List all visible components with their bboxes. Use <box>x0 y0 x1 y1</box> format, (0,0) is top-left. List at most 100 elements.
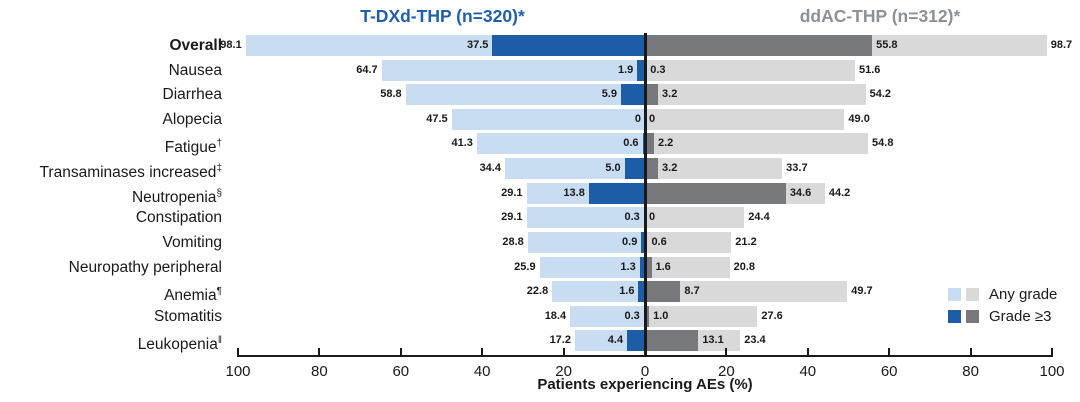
bar-right-any-grade <box>645 305 758 327</box>
category-labels: Overall Nausea Diarrhea Alopecia Fatigue† Tra… <box>0 33 222 355</box>
category-label: Nausea <box>168 61 222 79</box>
bar-left-any-grade <box>476 133 645 155</box>
bar-right-grade3 <box>645 182 786 204</box>
bar-left-grade3 <box>588 182 645 204</box>
bar-right-any-grade <box>645 281 848 303</box>
value-left-grade3: 0 <box>634 112 641 125</box>
value-right-any-grade: 98.7 <box>1050 39 1073 51</box>
bar-right-grade3 <box>645 256 652 278</box>
value-left-any-grade: 29.1 <box>501 186 523 199</box>
bar-left-any-grade <box>539 256 645 278</box>
x-axis-tick-label: 40 <box>473 363 491 380</box>
bar-right-any-grade <box>645 256 730 278</box>
category-label: Anemia¶ <box>164 286 222 305</box>
category-label: Constipation <box>135 209 222 227</box>
value-left-grade3: 13.8 <box>563 186 585 199</box>
bar-right-any-grade <box>645 207 745 229</box>
category-label: Overall <box>169 37 222 54</box>
bar-left-grade3 <box>620 84 645 106</box>
x-axis-tick-label: 60 <box>392 363 410 380</box>
legend-label-any-grade: Any grade <box>989 285 1058 303</box>
bar-left-any-grade <box>526 207 645 229</box>
value-right-grade3: 0 <box>649 211 656 224</box>
bar-right-grade3 <box>645 133 654 155</box>
category-label: Vomiting <box>162 233 222 251</box>
value-right-grade3: 3.2 <box>662 162 678 175</box>
bar-left-any-grade <box>405 84 645 106</box>
value-left-grade3: 0.3 <box>624 211 640 224</box>
category-label: Neuropathy peripheral <box>68 258 222 276</box>
value-left-any-grade: 25.9 <box>514 260 536 273</box>
value-right-any-grade: 20.8 <box>733 260 756 273</box>
value-left-any-grade: 22.8 <box>526 285 549 298</box>
bar-left-any-grade <box>527 231 645 253</box>
bar-right-any-grade <box>645 108 845 130</box>
zero-axis-line <box>643 33 647 355</box>
x-axis-tick-label: 60 <box>880 363 898 380</box>
value-right-grade3: 0.6 <box>651 235 667 248</box>
x-axis-tick <box>399 348 402 355</box>
value-left-any-grade: 34.4 <box>479 162 501 175</box>
value-left-any-grade: 64.7 <box>356 63 378 76</box>
value-right-any-grade: 23.4 <box>744 334 766 347</box>
value-right-any-grade: 54.2 <box>869 88 892 101</box>
value-left-grade3: 4.4 <box>607 334 624 347</box>
bar-left-grade3 <box>639 256 645 278</box>
bar-left-grade3 <box>492 35 645 56</box>
value-left-grade3: 5.9 <box>601 88 617 101</box>
value-right-any-grade: 33.7 <box>786 162 808 175</box>
value-right-any-grade: 49.7 <box>851 285 873 298</box>
value-left-any-grade: 98.1 <box>220 39 242 51</box>
bar-right-any-grade <box>645 59 855 81</box>
bar-left-any-grade <box>381 59 645 81</box>
value-left-grade3: 1.6 <box>619 285 635 298</box>
bar-right-any-grade <box>645 158 783 180</box>
x-axis-tick-label: 20 <box>718 363 735 380</box>
x-axis-tick-label: 100 <box>1039 363 1065 380</box>
legend-row-any-grade: Any grade <box>948 285 1058 303</box>
bar-left-any-grade <box>570 305 645 327</box>
value-left-any-grade: 58.8 <box>380 88 402 101</box>
value-left-any-grade: 28.8 <box>502 235 524 248</box>
x-axis-tick-label: 0 <box>640 363 650 380</box>
value-right-grade3: 3.2 <box>662 88 678 101</box>
value-left-grade3: 0.9 <box>622 235 638 248</box>
grade3-blue-swatch <box>948 309 961 323</box>
bar-left-grade3 <box>637 59 645 81</box>
value-right-any-grade: 21.2 <box>735 235 757 248</box>
bar-left-grade3 <box>638 281 645 303</box>
category-label: Neutropenia§ <box>131 187 222 206</box>
legend-label-grade3: Grade ≥3 <box>989 307 1052 325</box>
bar-left-any-grade <box>504 158 645 180</box>
value-right-grade3: 0 <box>649 112 656 125</box>
x-axis-tick <box>318 348 321 355</box>
x-axis-tick-label: 20 <box>555 363 572 380</box>
value-right-any-grade: 49.0 <box>848 112 870 125</box>
category-label: Diarrhea <box>162 86 222 104</box>
value-left-any-grade: 18.4 <box>544 309 567 322</box>
bar-right-any-grade <box>645 84 866 106</box>
x-axis-tick <box>806 348 809 355</box>
bar-left-grade3 <box>627 330 645 352</box>
bar-right-grade3 <box>645 281 681 303</box>
bar-left-any-grade <box>552 281 645 303</box>
value-left-grade3: 37.5 <box>466 39 489 51</box>
bar-left-grade3 <box>624 158 645 180</box>
x-axis-tick <box>725 348 728 355</box>
x-axis-tick <box>562 348 565 355</box>
category-label: Transaminases increased‡ <box>39 163 222 182</box>
category-label: Leukopenia‖ <box>137 335 222 354</box>
bar-right-grade3 <box>645 35 873 56</box>
category-label: Fatigue† <box>164 138 222 157</box>
bar-right-grade3 <box>645 305 650 327</box>
value-left-any-grade: 47.5 <box>426 112 448 125</box>
x-axis-tick <box>969 348 972 355</box>
bar-right-any-grade <box>645 133 869 155</box>
value-left-grade3: 1.3 <box>620 260 636 273</box>
right-arm-title: ddAC-THP (n=312)* <box>799 6 961 26</box>
value-left-grade3: 0.6 <box>623 137 639 150</box>
value-right-grade3: 1.6 <box>655 260 671 273</box>
value-right-any-grade: 27.6 <box>761 309 783 322</box>
grade3-gray-swatch <box>966 309 979 323</box>
